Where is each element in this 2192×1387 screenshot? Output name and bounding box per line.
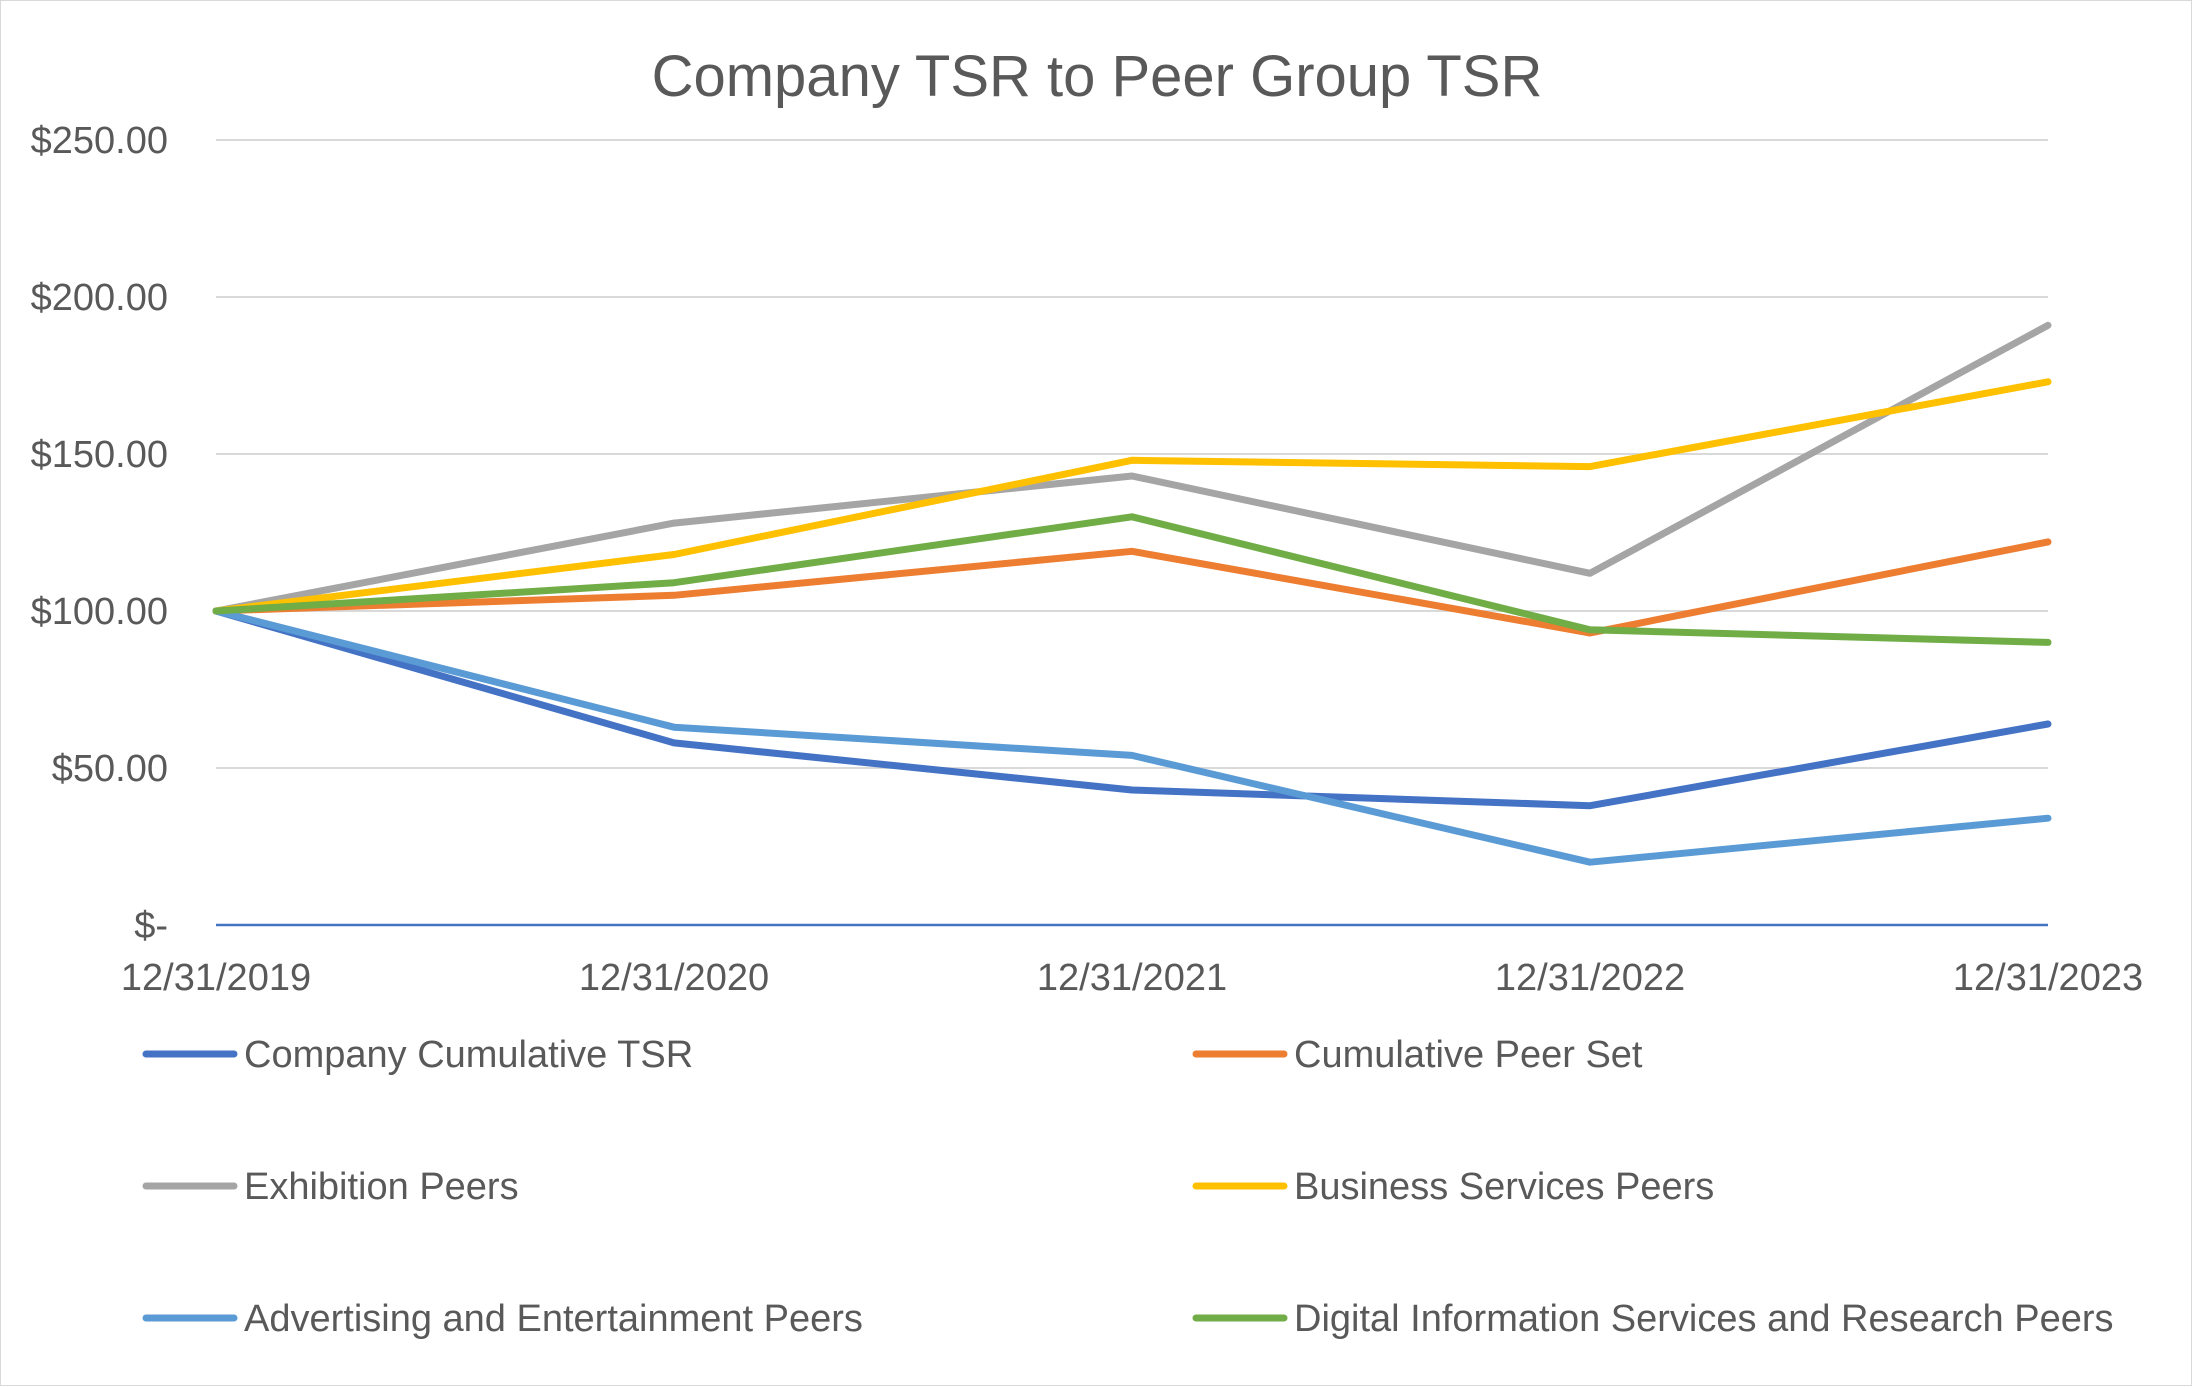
y-tick-label: $200.00 [31, 277, 168, 319]
legend-label: Advertising and Entertainment Peers [244, 1298, 863, 1340]
legend-label: Exhibition Peers [244, 1166, 519, 1208]
legend-label: Business Services Peers [1294, 1166, 1714, 1208]
series-line-2 [212, 538, 2052, 637]
series-line-4 [212, 378, 2052, 615]
x-tick-label: 12/31/2023 [1953, 957, 2143, 999]
legend-item: Advertising and Entertainment Peers [142, 1298, 863, 1340]
x-tick-label: 12/31/2022 [1495, 957, 1685, 999]
y-tick-label: $100.00 [31, 591, 168, 633]
y-tick-label: $50.00 [52, 748, 168, 790]
legend-item: Company Cumulative TSR [142, 1034, 693, 1076]
series-line-3 [212, 321, 2052, 615]
x-tick-label: 12/31/2019 [121, 957, 311, 999]
x-tick-label: 12/31/2021 [1037, 957, 1227, 999]
series-line-6 [212, 513, 2052, 646]
y-tick-label: $150.00 [31, 434, 168, 476]
chart-title: Company TSR to Peer Group TSR [652, 44, 1543, 109]
series-line-5 [212, 607, 2052, 866]
legend-item: Cumulative Peer Set [1192, 1034, 1643, 1076]
y-tick-label: $- [134, 905, 168, 947]
legend-item: Digital Information Services and Researc… [1192, 1298, 2114, 1340]
legend-label: Company Cumulative TSR [244, 1034, 693, 1076]
legend-item: Exhibition Peers [142, 1166, 519, 1208]
legend-label: Digital Information Services and Researc… [1294, 1298, 2114, 1340]
legend-item: Business Services Peers [1192, 1166, 1714, 1208]
legend-label: Cumulative Peer Set [1294, 1034, 1643, 1076]
x-tick-label: 12/31/2020 [579, 957, 769, 999]
series-line-1 [212, 607, 2052, 810]
y-tick-label: $250.00 [31, 120, 168, 162]
